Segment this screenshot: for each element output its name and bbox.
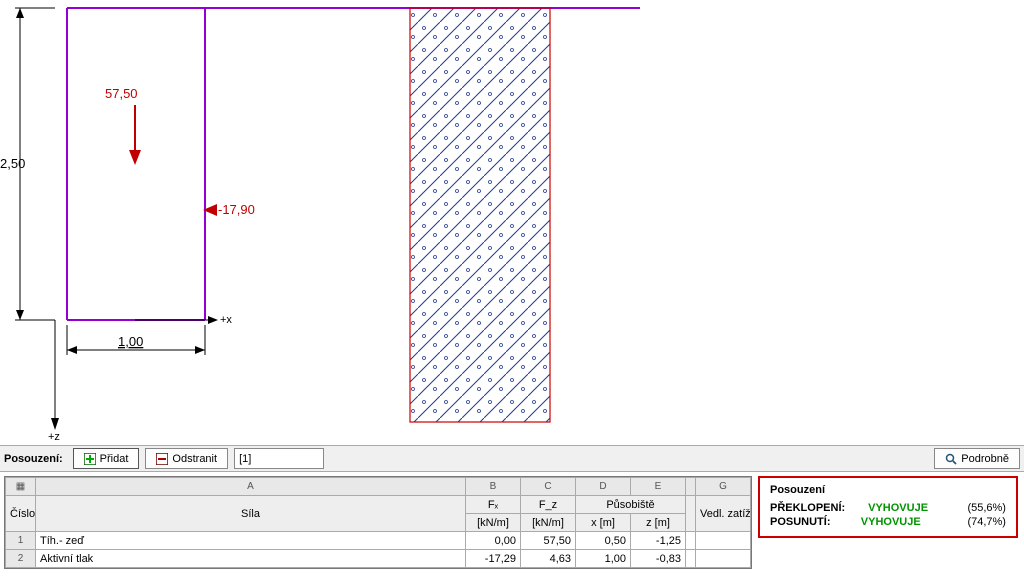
- result-label: POSUNUTÍ:: [770, 516, 831, 528]
- row-num: 2: [6, 550, 36, 568]
- vertical-force-label: 57,50: [105, 86, 138, 101]
- lower-split: ▦ A B C D E G Číslo síly Síla Fₓ F_z Půs…: [0, 472, 1024, 569]
- row-x: 0,50: [576, 532, 631, 550]
- svg-text:+x: +x: [220, 314, 232, 326]
- col-letter: E: [631, 478, 686, 496]
- forces-table: ▦ A B C D E G Číslo síly Síla Fₓ F_z Půs…: [5, 477, 751, 568]
- z-axis: +z: [48, 320, 60, 440]
- result-row: POSUNUTÍ: VYHOVUJE (74,7%): [770, 516, 1006, 528]
- result-status: VYHOVUJE: [868, 502, 928, 514]
- th-fz: F_z: [521, 496, 576, 514]
- row-fx: 0,00: [466, 532, 521, 550]
- vertical-force: 57,50: [105, 86, 141, 165]
- table-row[interactable]: 1 Tíh.- zeď 0,00 57,50 0,50 -1,25: [6, 532, 751, 550]
- toolbar-title: Posouzení:: [4, 453, 63, 465]
- col-letter: A: [36, 478, 466, 496]
- row-x: 1,00: [576, 550, 631, 568]
- remove-button[interactable]: Odstranit: [145, 448, 228, 469]
- table-letter-row: ▦ A B C D E G: [6, 478, 751, 496]
- horizontal-force-label: -17,90: [218, 202, 255, 217]
- th-x: x [m]: [576, 514, 631, 532]
- row-v: [696, 550, 751, 568]
- th-blank: [686, 496, 696, 532]
- add-button-label: Přidat: [100, 453, 129, 465]
- magnifier-icon: [945, 453, 957, 465]
- index-input[interactable]: [234, 448, 324, 469]
- result-pct: (74,7%): [951, 516, 1006, 528]
- th-fx-u: [kN/m]: [466, 514, 521, 532]
- table-row[interactable]: 2 Aktivní tlak -17,29 4,63 1,00 -0,83: [6, 550, 751, 568]
- dim-height: 2,50: [0, 8, 55, 320]
- col-letter: C: [521, 478, 576, 496]
- result-title: Posouzení: [770, 484, 1006, 496]
- concrete-column: [410, 8, 550, 422]
- toolbar: Posouzení: Přidat Odstranit Podrobně: [0, 445, 1024, 472]
- row-z: -0,83: [631, 550, 686, 568]
- th-fz-u: [kN/m]: [521, 514, 576, 532]
- result-row: PŘEKLOPENÍ: VYHOVUJE (55,6%): [770, 502, 1006, 514]
- col-letter: G: [696, 478, 751, 496]
- th-fx: Fₓ: [466, 496, 521, 514]
- row-sila: Tíh.- zeď: [36, 532, 466, 550]
- result-label: PŘEKLOPENÍ:: [770, 502, 845, 514]
- th-z: z [m]: [631, 514, 686, 532]
- x-axis: +x: [135, 314, 232, 326]
- table-header-row1: Číslo síly Síla Fₓ F_z Působiště Vedl. z…: [6, 496, 751, 514]
- col-letter: [686, 478, 696, 496]
- details-button-label: Podrobně: [961, 453, 1009, 465]
- svg-text:+z: +z: [48, 431, 60, 440]
- minus-icon: [156, 453, 168, 465]
- row-fz: 4,63: [521, 550, 576, 568]
- svg-text:2,50: 2,50: [0, 156, 25, 171]
- th-num: Číslo síly: [6, 496, 36, 532]
- diagram-svg: 57,50 -17,90 +x +z 2,50 1,00: [0, 0, 1024, 440]
- row-sila: Aktivní tlak: [36, 550, 466, 568]
- th-sila: Síla: [36, 496, 466, 532]
- row-fx: -17,29: [466, 550, 521, 568]
- horizontal-force: -17,90: [203, 202, 255, 217]
- details-button[interactable]: Podrobně: [934, 448, 1020, 469]
- corner-cell: ▦: [6, 478, 36, 496]
- row-fz: 57,50: [521, 532, 576, 550]
- result-pct: (55,6%): [951, 502, 1006, 514]
- col-letter: B: [466, 478, 521, 496]
- th-pusobiste: Působiště: [576, 496, 686, 514]
- add-button[interactable]: Přidat: [73, 448, 140, 469]
- plus-icon: [84, 453, 96, 465]
- dim-width: 1,00: [67, 325, 205, 355]
- svg-text:1,00: 1,00: [118, 334, 143, 349]
- result-box: Posouzení PŘEKLOPENÍ: VYHOVUJE (55,6%) P…: [758, 476, 1018, 538]
- bottom-panel: Posouzení: Přidat Odstranit Podrobně: [0, 445, 1024, 569]
- row-z: -1,25: [631, 532, 686, 550]
- diagram-canvas: 57,50 -17,90 +x +z 2,50 1,00: [0, 0, 1024, 440]
- th-vedl: Vedl. zatíž.: [696, 496, 751, 532]
- row-num: 1: [6, 532, 36, 550]
- row-blank: [686, 532, 696, 550]
- result-status: VYHOVUJE: [861, 516, 921, 528]
- row-blank: [686, 550, 696, 568]
- remove-button-label: Odstranit: [172, 453, 217, 465]
- row-v: [696, 532, 751, 550]
- forces-table-wrap: ▦ A B C D E G Číslo síly Síla Fₓ F_z Půs…: [4, 476, 752, 569]
- col-letter: D: [576, 478, 631, 496]
